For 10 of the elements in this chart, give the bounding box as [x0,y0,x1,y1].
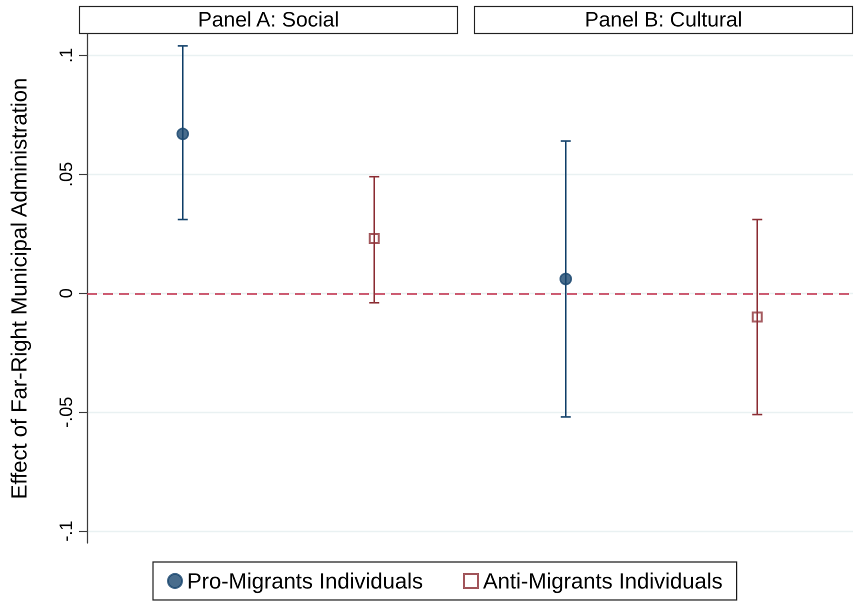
y-tick-label: .1 [56,48,76,63]
y-tick-label: -.05 [56,396,76,428]
legend-label: Anti-Migrants Individuals [482,568,723,594]
y-tick-label: .05 [56,162,76,187]
text: Panel B: Cultural [584,8,742,32]
legend-label: Pro-Migrants Individuals [187,568,423,594]
y-tick-label: 0 [56,288,76,298]
y-axis-title: Effect of Far-Right Municipal Administration [6,78,32,500]
text: Panel A: Social [198,8,340,32]
y-tick-label: -.1 [56,520,76,542]
